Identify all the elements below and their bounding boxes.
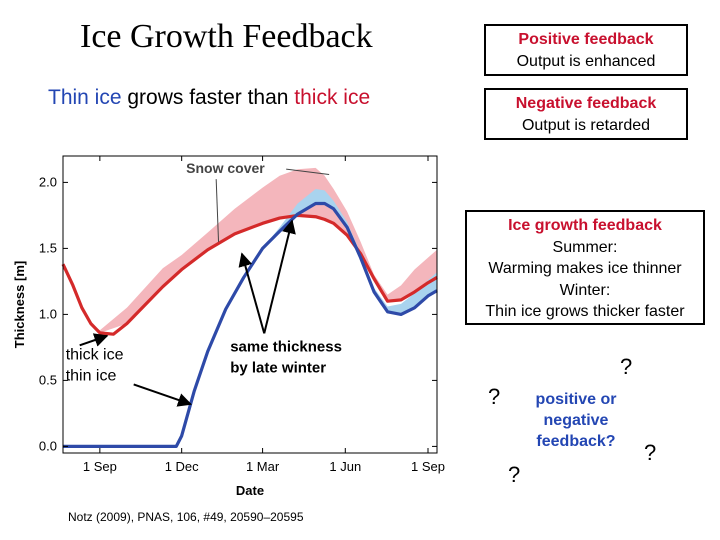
y-tick-label: 0.0 <box>39 438 57 453</box>
x-tick-label: 1 Sep <box>411 459 445 474</box>
x-axis-label: Date <box>236 483 264 498</box>
snow-cover-pointer-right <box>286 168 330 175</box>
question-mark-left: ? <box>488 384 501 409</box>
subtitle-thick-ice: thick ice <box>294 86 371 109</box>
question-mark-top: ? <box>620 354 633 379</box>
thin-ice-arrow <box>133 383 192 407</box>
growth-line-summer-text: Warming makes ice thinner <box>488 260 682 277</box>
slide-title: Ice Growth Feedback <box>80 18 373 55</box>
same-thickness-arrow-left <box>238 252 266 334</box>
x-tick-label: 1 Mar <box>246 459 280 474</box>
x-tick-label: 1 Dec <box>165 459 199 474</box>
positive-feedback-text: Output is enhanced <box>516 53 656 70</box>
subtitle-middle: grows faster than <box>121 86 295 109</box>
question-mark-bottom: ? <box>508 462 521 487</box>
annotation-thin-ice: thin ice <box>66 367 117 384</box>
y-tick-label: 2.0 <box>39 174 57 189</box>
negative-feedback-heading: Negative feedback <box>515 95 657 112</box>
snow-band-0 <box>90 167 438 333</box>
positive-or-negative-question: positive or negative feedback? <box>535 391 617 450</box>
growth-line-winter: Winter: <box>559 281 611 299</box>
plot-frame <box>62 155 438 454</box>
y-tick-label: 1.0 <box>39 306 57 321</box>
annotation-same-thickness-line2: by late winter <box>230 359 326 376</box>
x-tick-label: 1 Jun <box>329 459 361 474</box>
same-thickness-arrow-right <box>263 219 296 334</box>
slide-subtitle: Thin ice grows faster than thick ice <box>48 86 370 110</box>
negative-feedback-text: Output is retarded <box>521 117 651 134</box>
annotation-same-thickness-line1: same thickness <box>230 338 342 355</box>
positive-feedback-box: Positive feedback Output is enhanced <box>484 24 688 76</box>
annotation-snow-cover: Snow cover <box>186 160 265 176</box>
y-tick-label: 1.5 <box>39 240 57 255</box>
series-line-thick-ice <box>61 213 438 336</box>
growth-line-summer: Summer: <box>552 238 618 256</box>
annotation-thick-ice: thick ice <box>66 346 124 363</box>
ice-thickness-chart: 0.0 0.5 1.0 1.5 2.0 1 Sep 1 Dec 1 Mar 1 Jun 1 Sep… <box>12 155 445 498</box>
ice-growth-feedback-box: Ice growth feedback Summer: Warming make… <box>465 210 705 325</box>
growth-line-winter-text: Thin ice grows thicker faster <box>485 303 685 320</box>
y-axis-label: Thickness [m] <box>12 261 27 348</box>
question-mark-right: ? <box>644 440 657 465</box>
thick-ice-arrow <box>79 333 109 347</box>
positive-feedback-heading: Positive feedback <box>518 31 654 48</box>
y-tick-label: 0.5 <box>39 372 57 387</box>
citation: Notz (2009), PNAS, 106, #49, 20590–20595 <box>68 510 304 524</box>
series-line-thin-ice <box>63 201 438 448</box>
snow-cover-pointer-left <box>215 179 220 242</box>
x-tick-label: 1 Sep <box>83 459 117 474</box>
subtitle-thin-ice: Thin ice <box>48 86 122 109</box>
ice-growth-heading: Ice growth feedback <box>508 217 662 234</box>
negative-feedback-box: Negative feedback Output is retarded <box>484 88 688 140</box>
